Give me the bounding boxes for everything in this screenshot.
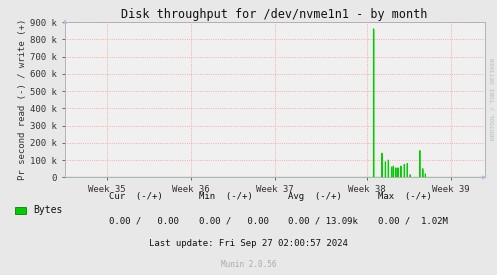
- Text: ▲: ▲: [63, 19, 67, 24]
- Text: Min  (-/+): Min (-/+): [199, 192, 252, 201]
- Text: Last update: Fri Sep 27 02:00:57 2024: Last update: Fri Sep 27 02:00:57 2024: [149, 239, 348, 248]
- Y-axis label: Pr second read (-) / write (+): Pr second read (-) / write (+): [18, 19, 27, 180]
- Text: ▶: ▶: [483, 175, 487, 180]
- Text: Munin 2.0.56: Munin 2.0.56: [221, 260, 276, 269]
- Text: 0.00 /   0.00: 0.00 / 0.00: [199, 217, 269, 226]
- Text: Max  (-/+): Max (-/+): [378, 192, 431, 201]
- Title: Disk throughput for /dev/nvme1n1 - by month: Disk throughput for /dev/nvme1n1 - by mo…: [121, 8, 428, 21]
- Text: RRDTOOL / TOBI OETIKER: RRDTOOL / TOBI OETIKER: [491, 58, 496, 140]
- Text: 0.00 / 13.09k: 0.00 / 13.09k: [288, 217, 358, 226]
- Text: Avg  (-/+): Avg (-/+): [288, 192, 342, 201]
- Text: Cur  (-/+): Cur (-/+): [109, 192, 163, 201]
- Text: 0.00 /   0.00: 0.00 / 0.00: [109, 217, 179, 226]
- Text: 0.00 /  1.02M: 0.00 / 1.02M: [378, 217, 448, 226]
- Text: Bytes: Bytes: [33, 205, 63, 215]
